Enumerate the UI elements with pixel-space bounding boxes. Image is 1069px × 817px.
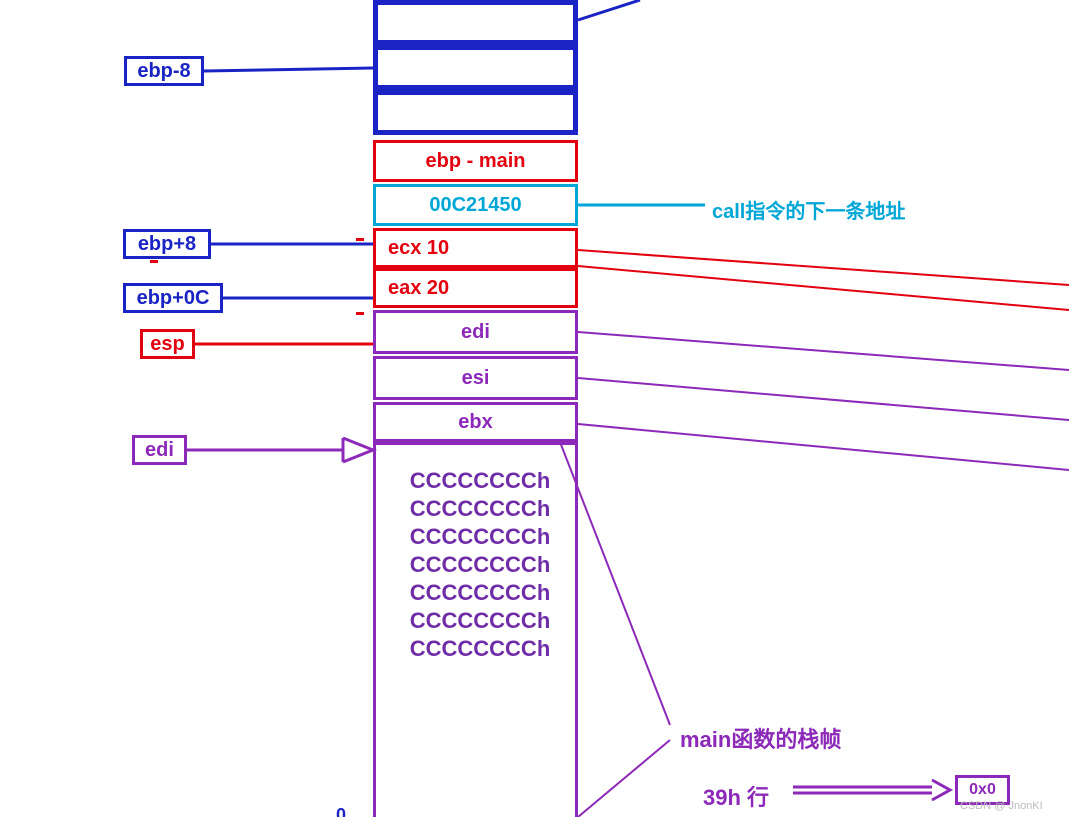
stray-dash — [356, 238, 364, 241]
stack-cell-c8: esi — [373, 356, 578, 400]
fill-line: CCCCCCCCh — [395, 580, 565, 606]
stack-cell-text: edi — [461, 321, 490, 344]
pointer-label-l_ebp8n: ebp-8 — [124, 56, 204, 86]
pointer-label-l_ebp8: ebp+8 — [123, 229, 211, 259]
stack-cell-c6: eax 20 — [373, 268, 578, 308]
stack-cell-text: 00C21450 — [429, 194, 521, 217]
stray-dash — [356, 312, 364, 315]
fill-line: CCCCCCCCh — [395, 552, 565, 578]
bottom-zero-label: 0 — [336, 805, 346, 817]
pointer-label-l_esp: esp — [140, 329, 195, 359]
fill-line: CCCCCCCCh — [395, 524, 565, 550]
stack-cell-c2 — [373, 90, 578, 135]
stack-cell-c7: edi — [373, 310, 578, 354]
stack-cell-text: ebx — [458, 411, 492, 434]
fill-line: CCCCCCCCh — [395, 468, 565, 494]
stack-cell-c4: 00C21450 — [373, 184, 578, 226]
stack-cell-c3: ebp - main — [373, 140, 578, 182]
annotation-r_main: main函数的栈帧 — [680, 722, 841, 754]
fill-line: CCCCCCCCh — [395, 496, 565, 522]
stack-cell-text: ebp - main — [425, 150, 525, 173]
stack-cell-text: ecx 10 — [388, 237, 449, 260]
pointer-label-l_ebp0c: ebp+0C — [123, 283, 223, 313]
stack-cell-c5: ecx 10 — [373, 228, 578, 268]
annotation-r_call: call指令的下一条地址 — [712, 195, 905, 224]
pointer-label-l_edi: edi — [132, 435, 187, 465]
stack-cell-text: esi — [462, 367, 490, 390]
fill-line: CCCCCCCCh — [395, 608, 565, 634]
watermark-text: CSDN @ JnonKI — [960, 800, 1043, 812]
stray-dash — [150, 260, 158, 263]
stack-cell-c0 — [373, 0, 578, 45]
stack-cell-c9: ebx — [373, 402, 578, 442]
stack-cell-c1 — [373, 45, 578, 90]
annotation-r_39h: 39h 行 — [703, 780, 769, 812]
stack-cell-text: eax 20 — [388, 277, 449, 300]
fill-line: CCCCCCCCh — [395, 636, 565, 662]
